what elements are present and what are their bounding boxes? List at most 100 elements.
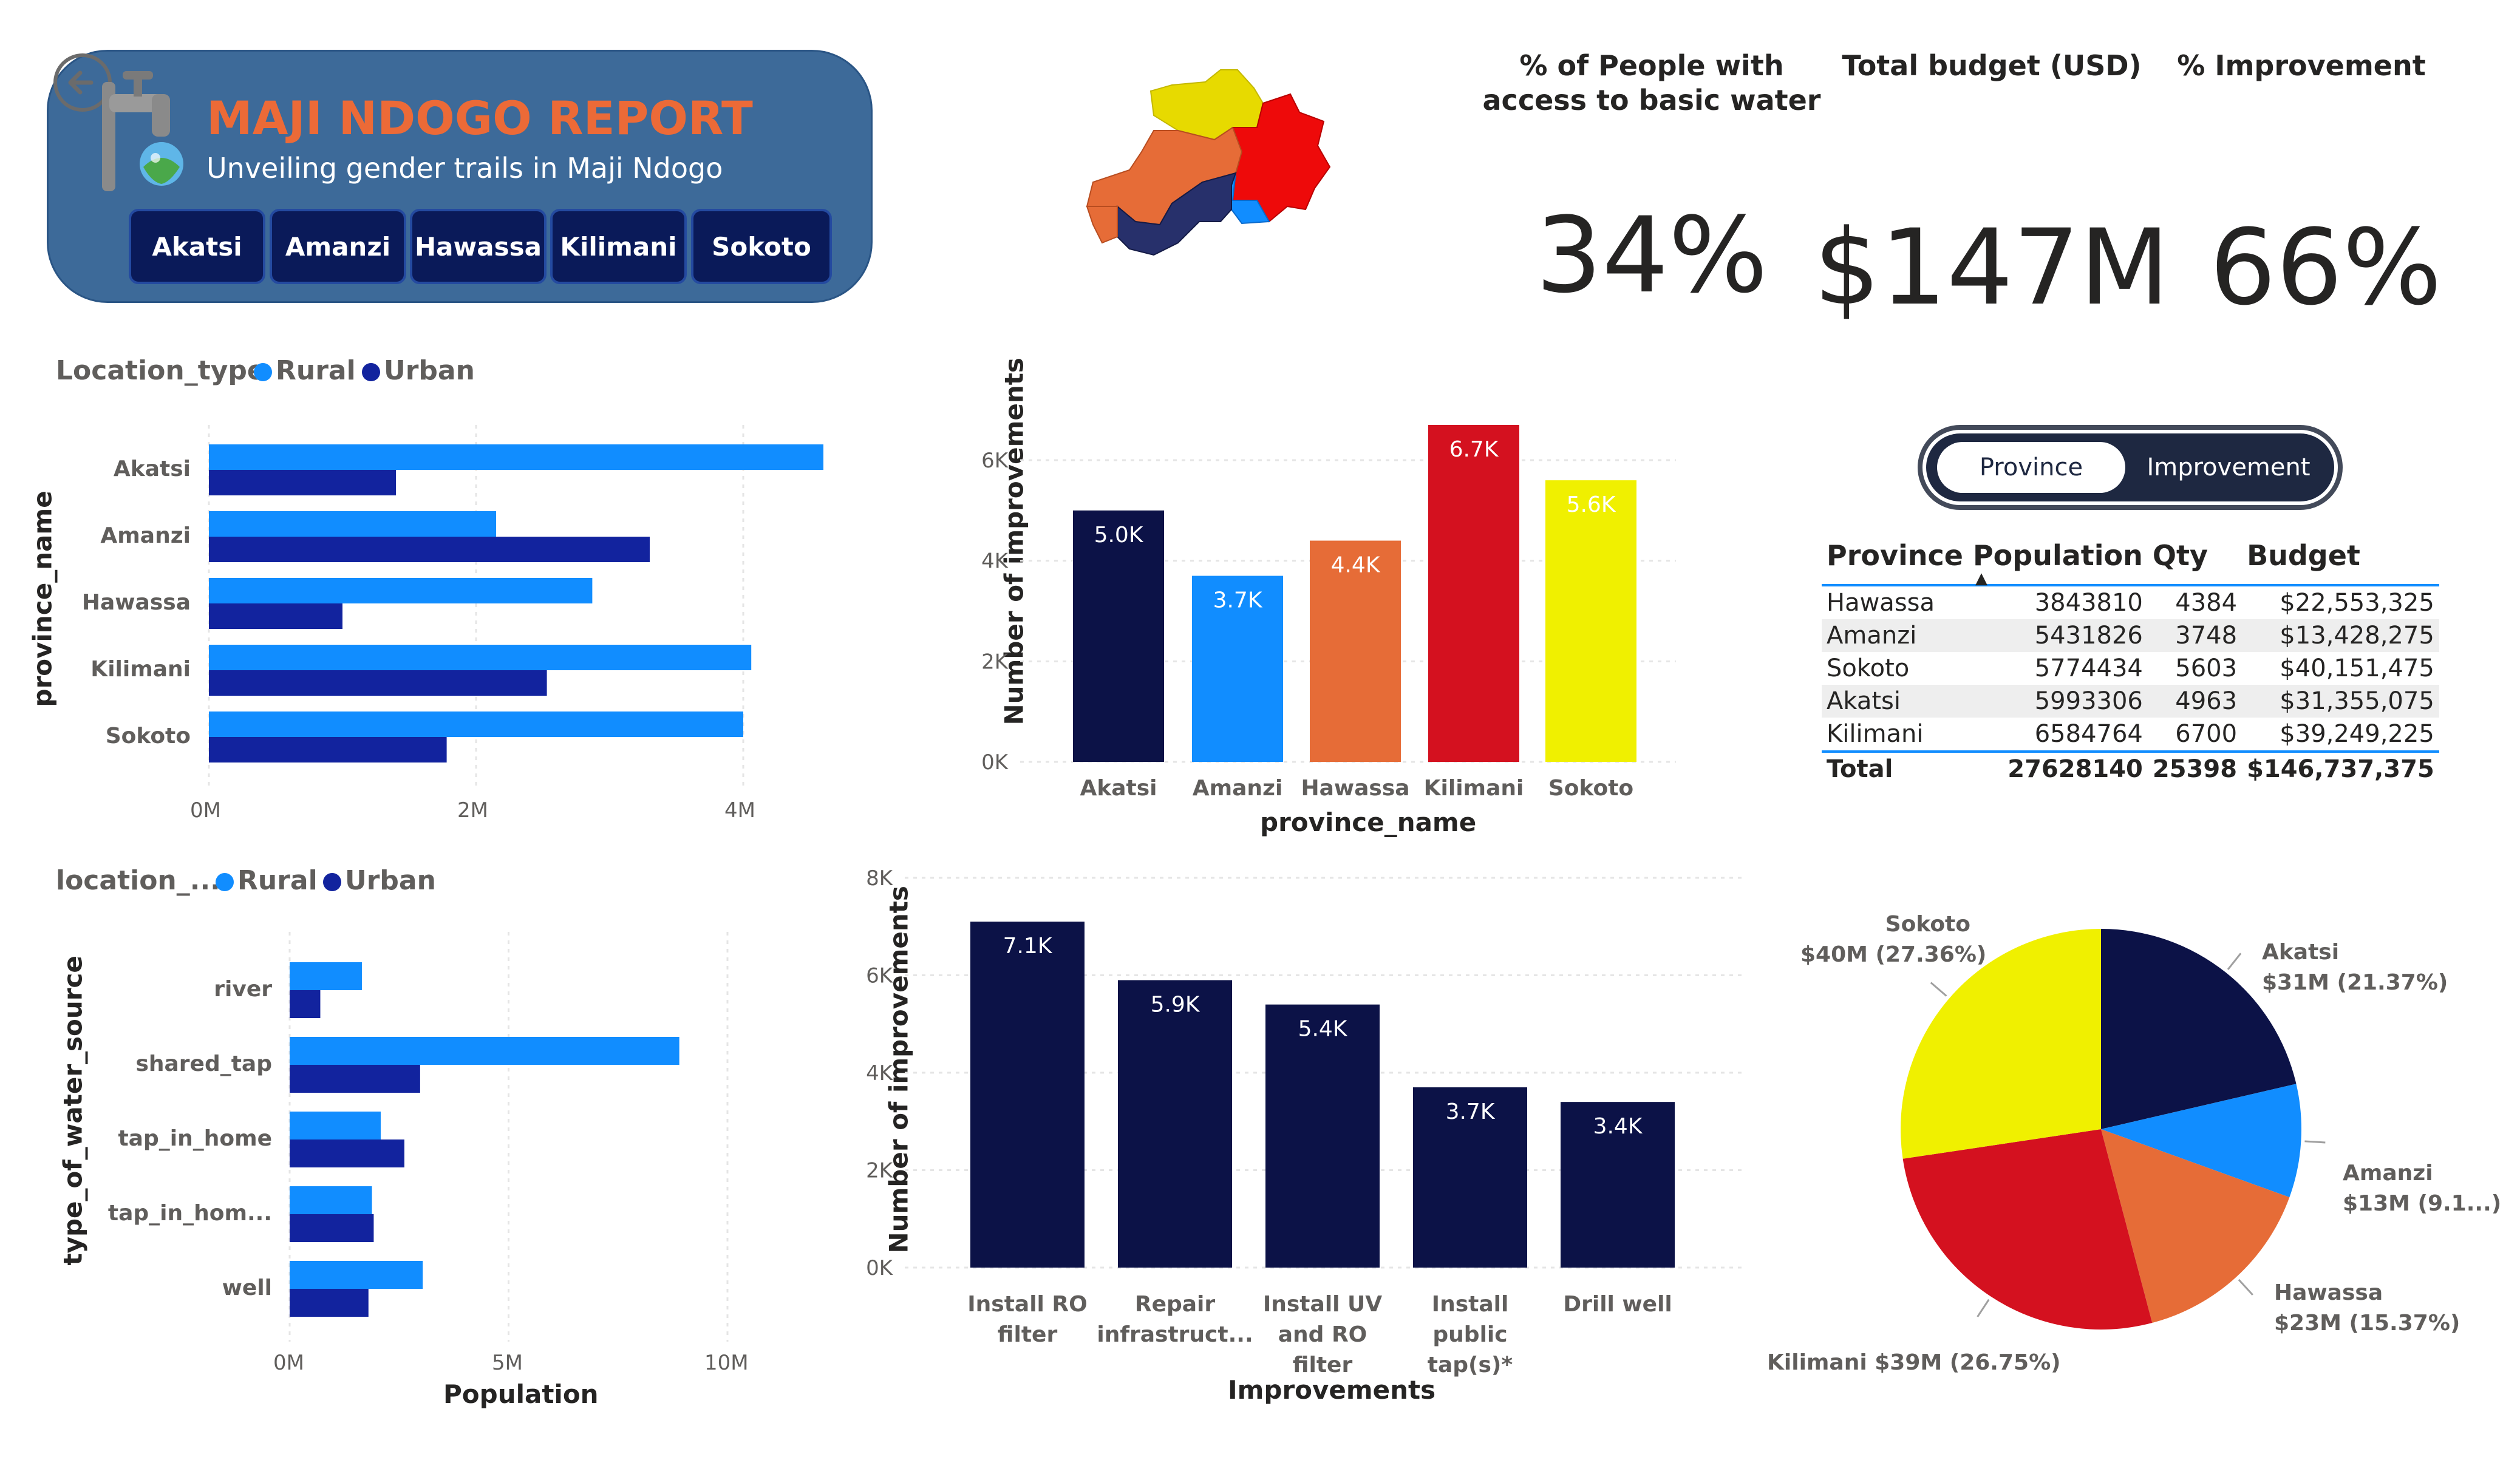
- province-button-kilimani[interactable]: Kilimani: [550, 209, 687, 284]
- pie-label-akatsi-name: Akatsi: [2262, 940, 2340, 965]
- legend-item-urban-2[interactable]: Urban: [323, 865, 436, 896]
- bar-rural[interactable]: [209, 444, 823, 470]
- bar[interactable]: [1073, 510, 1164, 762]
- bar-urban[interactable]: [209, 603, 342, 629]
- pie-label-kilimani: Kilimani $39M (26.75%): [1767, 1348, 2061, 1378]
- column-header-budget[interactable]: Budget: [2242, 533, 2439, 586]
- toggle-option-improvement[interactable]: Improvement: [2147, 453, 2311, 481]
- pie-label-akatsi-detail: $31M (21.37%): [2262, 970, 2448, 995]
- category-label: Drill well: [1563, 1292, 1672, 1317]
- column-header-province[interactable]: Province: [1822, 533, 1968, 586]
- province-button-hawassa[interactable]: Hawassa: [410, 209, 547, 284]
- bar-urban[interactable]: [290, 1214, 374, 1242]
- table-row[interactable]: Akatsi 5993306 4963 $31,355,075: [1822, 685, 2439, 718]
- y-tick-label: 8K: [866, 866, 894, 891]
- category-label: Sokoto: [1548, 776, 1633, 801]
- province-button-akatsi[interactable]: Akatsi: [129, 209, 265, 284]
- bar-urban[interactable]: [290, 1289, 369, 1317]
- table-header-row: Province Population ▲ Qty Budget: [1822, 533, 2439, 588]
- category-label: Install: [1432, 1292, 1509, 1317]
- category-label: Repair: [1135, 1292, 1216, 1317]
- province-button-sokoto[interactable]: Sokoto: [691, 209, 832, 284]
- bar-rural[interactable]: [290, 1112, 381, 1139]
- province-improvements-chart[interactable]: 0K 2K 4K 6K 5.0K Akatsi 3.7K Amanzi 4.4K Hawassa 6…: [0, 0, 1761, 850]
- bar-rural[interactable]: [290, 1186, 372, 1214]
- bar-rural[interactable]: [290, 962, 362, 990]
- pie-label-amanzi-detail: $13M (9.1...): [2343, 1191, 2502, 1216]
- water-tap-icon: [91, 58, 194, 197]
- bar-rural[interactable]: [209, 645, 752, 670]
- legend-dot-rural: [254, 363, 272, 381]
- table-row[interactable]: Kilimani 6584764 6700 $39,249,225: [1827, 720, 2434, 748]
- legend-title-location-type: Location_type: [56, 355, 265, 386]
- bar[interactable]: [1545, 480, 1636, 762]
- bar[interactable]: [1265, 1004, 1380, 1268]
- legend-label-urban: Urban: [384, 355, 475, 386]
- table-row[interactable]: Sokoto 5774434 5603 $40,151,475: [1827, 654, 2434, 682]
- bar-urban[interactable]: [209, 470, 396, 495]
- pie-slice-amanzi[interactable]: [2101, 1084, 2301, 1198]
- bar[interactable]: [970, 922, 1085, 1268]
- bar[interactable]: [1428, 425, 1519, 762]
- bar-urban[interactable]: [290, 1139, 404, 1167]
- table-row[interactable]: Hawassa 3843810 4384 $22,553,325: [1827, 589, 2434, 617]
- column-header-qty[interactable]: Qty: [2147, 533, 2242, 586]
- pie-label-hawassa-name: Hawassa: [2274, 1280, 2383, 1305]
- pie-label-sokoto: Sokoto $40M (27.36%): [1800, 909, 1987, 970]
- bar-rural[interactable]: [209, 578, 593, 603]
- table-row[interactable]: Amanzi 5431826 3748 $13,428,275: [1822, 619, 2439, 652]
- data-label: 3.7K: [1213, 588, 1263, 613]
- toggle-option-province[interactable]: Province: [1937, 442, 2125, 493]
- bar[interactable]: [1561, 1102, 1675, 1268]
- bar[interactable]: [1310, 540, 1401, 762]
- data-label: 5.6K: [1567, 492, 1616, 517]
- province-map[interactable]: [1081, 61, 1372, 291]
- x-axis-title-province: province_name: [1260, 807, 1477, 837]
- bar-urban[interactable]: [209, 670, 547, 696]
- data-label: 6.7K: [1449, 437, 1499, 462]
- category-label: Hawassa: [1301, 776, 1409, 801]
- legend-item-rural-2[interactable]: Rural: [216, 865, 318, 896]
- legend-item-rural[interactable]: Rural: [254, 355, 356, 386]
- x-tick-water-2: 10M: [704, 1351, 749, 1375]
- data-label: 4.4K: [1331, 553, 1381, 578]
- pie-leader-line: [1930, 982, 1947, 997]
- water-source-chart[interactable]: river shared_tap tap_in_home tap_in_hom...w…: [0, 0, 850, 1457]
- column-header-population[interactable]: Population ▲: [1967, 533, 2148, 588]
- data-label: 5.4K: [1298, 1017, 1348, 1042]
- pie-label-amanzi: Amanzi $13M (9.1...): [2343, 1158, 2501, 1219]
- bar-urban[interactable]: [290, 1065, 420, 1093]
- legend-label-rural: Rural: [276, 355, 356, 386]
- improvement-types-chart[interactable]: 0K 2K 4K 6K 8K 7.1K Install RO filter 5.9K Repair…: [0, 0, 1761, 1457]
- bar-urban[interactable]: [209, 737, 447, 762]
- y-tick-label: 4K: [981, 549, 1009, 574]
- bar[interactable]: [1118, 980, 1232, 1268]
- category-label: Akatsi: [114, 457, 191, 481]
- bar[interactable]: [1413, 1087, 1527, 1268]
- bar-rural[interactable]: [290, 1261, 423, 1289]
- y-tick-label: 0K: [981, 750, 1009, 775]
- category-label: Install RO: [967, 1292, 1088, 1317]
- pie-label-sokoto-detail: $40M (27.36%): [1800, 942, 1987, 967]
- legend-item-urban[interactable]: Urban: [362, 355, 475, 386]
- pie-label-kilimani-name: Kilimani: [1767, 1350, 1867, 1375]
- province-button-amanzi[interactable]: Amanzi: [270, 209, 406, 284]
- budget-pie-chart[interactable]: [1852, 911, 2399, 1396]
- bar-urban[interactable]: [209, 537, 650, 562]
- report-title: MAJI NDOGO REPORT: [206, 91, 753, 145]
- x-axis-title-population: Population: [443, 1379, 599, 1409]
- bar[interactable]: [1192, 576, 1283, 762]
- bar-rural[interactable]: [209, 511, 496, 537]
- pie-label-sokoto-name: Sokoto: [1885, 912, 1970, 937]
- bar-rural[interactable]: [209, 712, 743, 737]
- bar-urban[interactable]: [290, 990, 321, 1018]
- legend-dot-rural-2: [216, 873, 234, 891]
- pie-slice-kilimani[interactable]: [1902, 1129, 2153, 1330]
- pie-slice-sokoto[interactable]: [1901, 929, 2101, 1159]
- data-label: 3.4K: [1593, 1114, 1643, 1139]
- bar-rural[interactable]: [290, 1037, 679, 1065]
- pie-slice-hawassa[interactable]: [2101, 1129, 2290, 1323]
- pie-slice-akatsi[interactable]: [2101, 929, 2297, 1129]
- category-label: Kilimani: [90, 657, 191, 682]
